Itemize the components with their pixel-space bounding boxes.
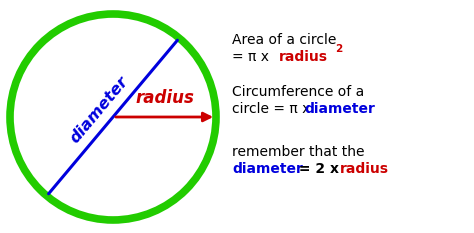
Text: Area of a circle: Area of a circle — [232, 33, 337, 47]
Text: 2: 2 — [335, 44, 342, 54]
Text: radius: radius — [279, 50, 328, 64]
Text: diameter: diameter — [232, 162, 303, 176]
Text: = 2 x: = 2 x — [294, 162, 344, 176]
Text: Circumference of a: Circumference of a — [232, 85, 364, 99]
Text: radius: radius — [135, 89, 194, 107]
Text: diameter: diameter — [67, 74, 131, 146]
Text: remember that the: remember that the — [232, 145, 365, 159]
Text: radius: radius — [340, 162, 389, 176]
Text: diameter: diameter — [304, 102, 375, 116]
Text: = π x: = π x — [232, 50, 273, 64]
Text: circle = π x: circle = π x — [232, 102, 315, 116]
